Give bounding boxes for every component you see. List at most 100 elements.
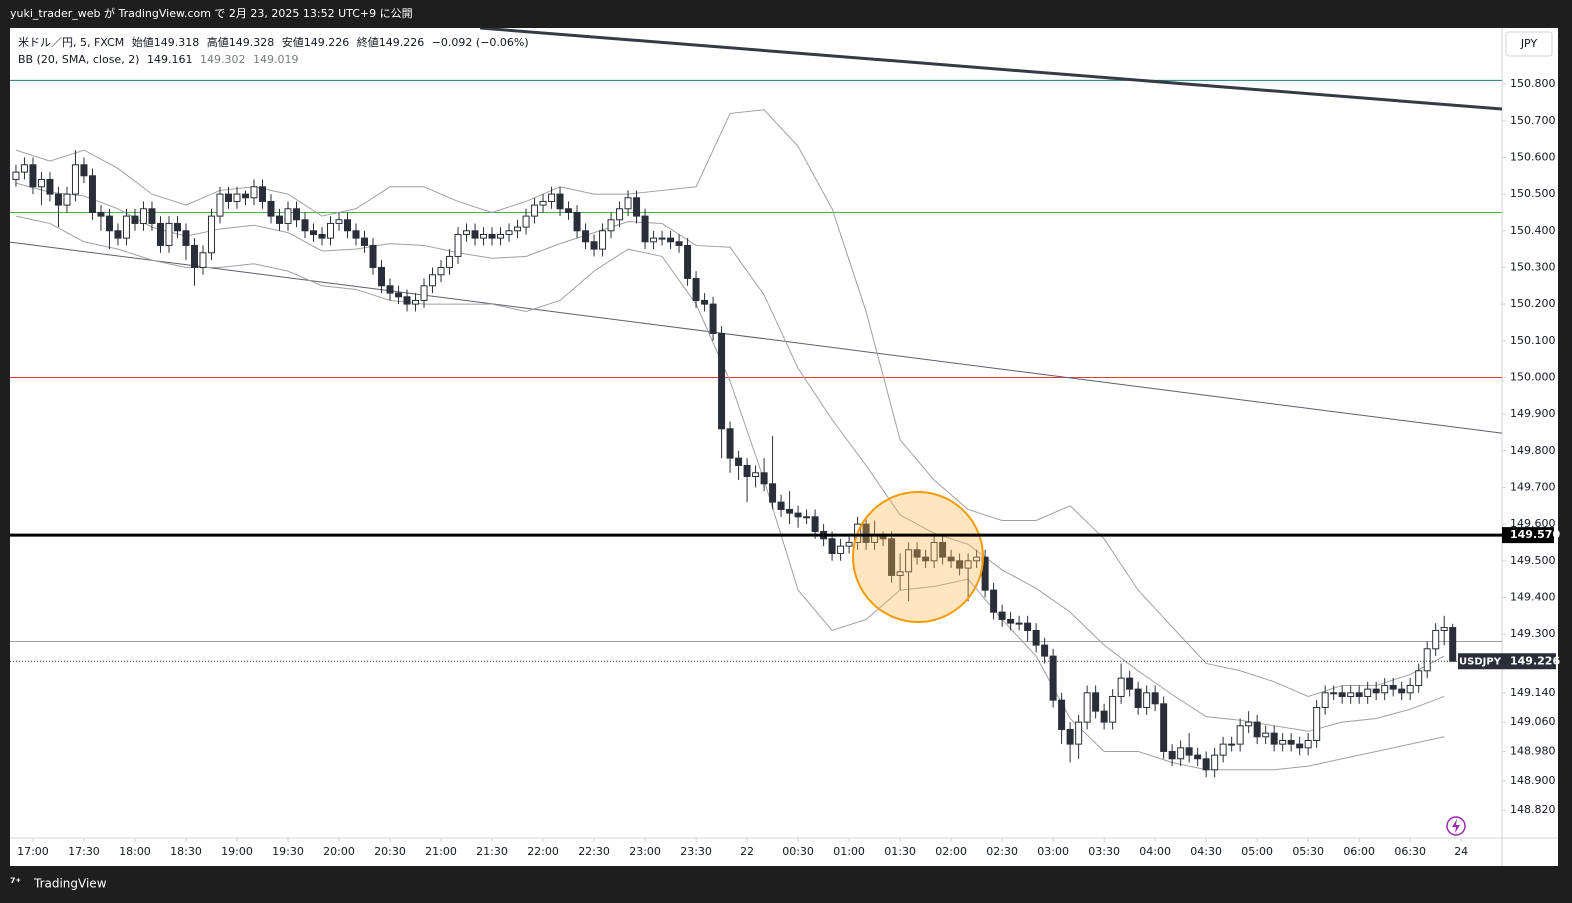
candle-body bbox=[1279, 739, 1287, 745]
x-tick-label: 20:00 bbox=[323, 845, 355, 858]
candle-body bbox=[539, 200, 547, 206]
candle-body bbox=[930, 541, 938, 562]
candle-body bbox=[258, 186, 266, 202]
y-tick-label: 149.500 bbox=[1510, 554, 1556, 567]
candle-body bbox=[1109, 695, 1117, 723]
candle-body bbox=[1253, 721, 1261, 738]
candle-body bbox=[548, 193, 556, 202]
candle-body bbox=[105, 215, 113, 232]
candle-body bbox=[803, 516, 811, 519]
candle-body bbox=[12, 171, 20, 180]
x-tick-label: 20:30 bbox=[374, 845, 406, 858]
chart-area bbox=[10, 28, 1558, 866]
candle-body bbox=[173, 222, 181, 232]
candle-body bbox=[565, 208, 573, 213]
candle-body bbox=[514, 226, 522, 232]
candle-body bbox=[1287, 739, 1295, 745]
candle-body bbox=[769, 483, 777, 503]
candle-body bbox=[1015, 622, 1023, 625]
y-tick-label: 149.800 bbox=[1510, 444, 1556, 457]
candle-body bbox=[233, 193, 241, 202]
indicator: BB (20, SMA, close, 2) bbox=[18, 53, 140, 66]
y-tick-label: 149.300 bbox=[1510, 627, 1556, 640]
candle-body bbox=[726, 428, 734, 459]
y-tick-label: 149.700 bbox=[1510, 480, 1556, 493]
candle-body bbox=[318, 233, 326, 239]
candle-body bbox=[692, 277, 700, 301]
event-icon[interactable] bbox=[1446, 816, 1466, 836]
x-tick-label: 03:30 bbox=[1088, 845, 1120, 858]
candle-body bbox=[156, 222, 164, 246]
x-tick-label: 04:30 bbox=[1190, 845, 1222, 858]
candle-body bbox=[1168, 750, 1176, 760]
currency[interactable]: JPY bbox=[1520, 37, 1538, 50]
candle-body bbox=[139, 208, 147, 224]
candle-body bbox=[471, 230, 479, 239]
low-label: 安値 bbox=[281, 36, 304, 49]
candle-body bbox=[1151, 692, 1159, 705]
high-value: 149.328 bbox=[228, 36, 275, 49]
x-tick-label: 22:00 bbox=[527, 845, 559, 858]
candle-body bbox=[777, 501, 785, 510]
x-tick-label: 01:30 bbox=[884, 845, 916, 858]
candle-body bbox=[63, 193, 71, 206]
candle-body bbox=[1092, 692, 1100, 712]
candle-body bbox=[301, 219, 309, 232]
x-tick-label: 21:00 bbox=[425, 845, 457, 858]
candle-body bbox=[709, 303, 717, 334]
x-tick-label: 06:00 bbox=[1343, 845, 1375, 858]
candle-body bbox=[403, 296, 411, 305]
candle-body bbox=[446, 255, 454, 268]
candle-body bbox=[939, 541, 947, 558]
legend-row: BB (20, SMA, close, 2) 149.161 149.302 1… bbox=[18, 51, 533, 68]
close-label: 終値 bbox=[356, 36, 379, 49]
candle-body bbox=[888, 538, 896, 576]
candle-body bbox=[1160, 703, 1168, 752]
candle-body bbox=[905, 549, 913, 573]
x-tick-label: 03:00 bbox=[1037, 845, 1069, 858]
y-tick-label: 148.820 bbox=[1510, 803, 1556, 816]
currency-button[interactable] bbox=[1505, 31, 1553, 57]
candle-body bbox=[335, 219, 343, 224]
candle-body bbox=[327, 222, 335, 239]
y-tick-label: 150.700 bbox=[1510, 114, 1556, 127]
change: −0.092 (−0.06%) bbox=[431, 36, 529, 49]
candle-body bbox=[412, 299, 420, 305]
candle-body bbox=[1194, 754, 1202, 760]
candle-body bbox=[1432, 629, 1440, 650]
trend-line bbox=[480, 28, 1502, 111]
candle-body bbox=[88, 175, 96, 213]
candle-body bbox=[675, 241, 683, 246]
x-tick-label: 04:00 bbox=[1139, 845, 1171, 858]
candle-body bbox=[922, 556, 930, 562]
candle-body bbox=[199, 252, 207, 268]
candle-body bbox=[71, 164, 79, 195]
candle-body bbox=[1355, 692, 1363, 697]
y-tick-label: 150.300 bbox=[1510, 260, 1556, 273]
candle-body bbox=[1049, 655, 1057, 701]
plot bbox=[10, 28, 1502, 778]
candle-body bbox=[896, 571, 904, 576]
logo-mark: ⁷ᐩ bbox=[10, 877, 21, 892]
candle-body bbox=[522, 215, 530, 228]
x-tick-label: 05:30 bbox=[1292, 845, 1324, 858]
y-tick-label: 148.900 bbox=[1510, 774, 1556, 787]
candle-body bbox=[531, 204, 539, 217]
candle-body bbox=[1100, 710, 1108, 723]
candle-body bbox=[794, 512, 802, 518]
x-tick-label: 01:00 bbox=[833, 845, 865, 858]
candle-body bbox=[1406, 684, 1414, 694]
y-tick-label: 150.600 bbox=[1510, 150, 1556, 163]
candle-body bbox=[1270, 732, 1278, 745]
candle-body bbox=[29, 164, 37, 188]
candle-body bbox=[165, 222, 173, 246]
candle-body bbox=[344, 219, 352, 232]
candle-body bbox=[1245, 721, 1253, 727]
level-label-box bbox=[1502, 527, 1554, 544]
candle-body bbox=[1177, 747, 1185, 760]
candle-body bbox=[1075, 721, 1083, 745]
candle-body bbox=[1381, 684, 1389, 694]
candle-body bbox=[1347, 692, 1355, 697]
candle-body bbox=[275, 215, 283, 224]
